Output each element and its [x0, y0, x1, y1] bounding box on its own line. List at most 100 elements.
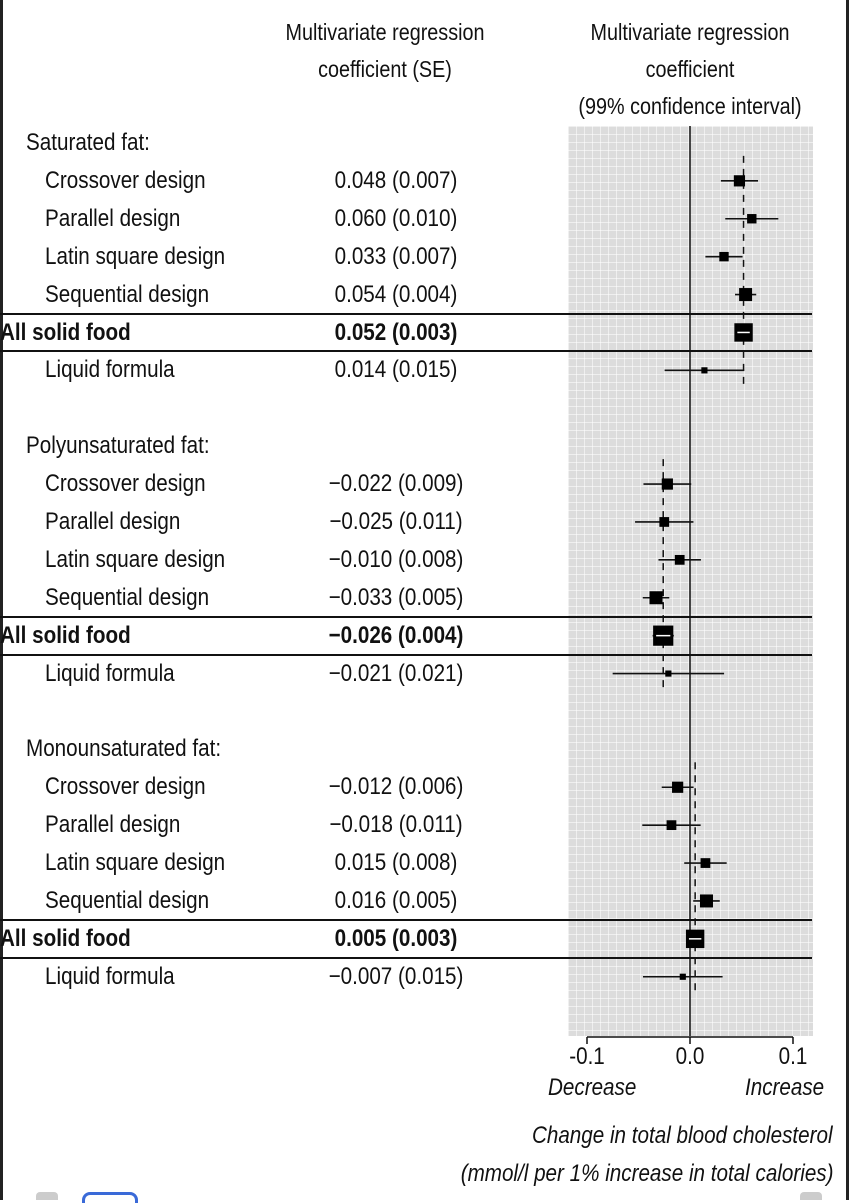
row-label: All solid food — [0, 621, 131, 649]
study-row: Liquid formula −0.007 (0.015) — [0, 958, 849, 996]
viewer-control-left[interactable] — [36, 1192, 58, 1200]
row-label: Latin square design — [45, 242, 226, 270]
window-frame-left — [0, 0, 3, 1200]
row-label: Liquid formula — [45, 659, 175, 687]
coefficient-value: 0.060 (0.010) — [334, 204, 458, 232]
group-title: Polyunsaturated fat: — [26, 432, 210, 460]
study-row: Latin square design 0.015 (0.008) — [0, 844, 849, 882]
x-axis-decrease-label: Decrease — [548, 1074, 637, 1101]
coefficient-value: −0.026 (0.004) — [328, 621, 464, 649]
summary-bottom-rule — [0, 956, 812, 959]
row-label: Sequential design — [45, 887, 210, 914]
group-header-row: Polyunsaturated fat: — [0, 427, 849, 465]
row-label: All solid food — [0, 924, 131, 952]
summary-top-rule — [0, 918, 812, 921]
study-row: Crossover design −0.022 (0.009) — [0, 465, 849, 503]
row-label: Latin square design — [45, 545, 226, 573]
summary-top-rule — [0, 615, 812, 618]
point-estimate-marker — [747, 214, 757, 224]
row-label: Parallel design — [45, 811, 181, 839]
row-label: Parallel design — [45, 204, 181, 232]
row-label: Latin square design — [45, 849, 226, 877]
study-row: Latin square design 0.033 (0.007) — [0, 238, 849, 276]
coefficient-value: 0.014 (0.015) — [334, 356, 458, 384]
x-axis-tick-label: 0.0 — [676, 1043, 705, 1070]
study-row: Parallel design −0.018 (0.011) — [0, 806, 849, 844]
ci-header-line-3: (99% confidence interval) — [578, 93, 802, 119]
summary-row: All solid food −0.026 (0.004) — [0, 617, 849, 655]
coefficient-value: −0.010 (0.008) — [328, 545, 464, 573]
group-header-row: Monounsaturated fat: — [0, 730, 849, 768]
coefficient-value: −0.033 (0.005) — [328, 583, 464, 611]
point-estimate-marker — [733, 175, 746, 187]
coefficient-value: −0.022 (0.009) — [328, 470, 464, 498]
x-axis-title-line-2: (mmol/l per 1% increase in total calorie… — [460, 1160, 833, 1187]
coefficient-value: 0.016 (0.005) — [334, 887, 458, 914]
viewer-page-button[interactable] — [82, 1192, 138, 1203]
row-label: Parallel design — [45, 508, 181, 535]
coefficient-value: 0.033 (0.007) — [334, 242, 458, 270]
coefficient-value: −0.007 (0.015) — [328, 962, 464, 990]
coefficient-header-line-2: coefficient (SE) — [318, 56, 452, 82]
coefficient-column-header: Multivariate regression coefficient (SE) — [269, 14, 501, 88]
coefficient-value: 0.005 (0.003) — [334, 924, 458, 952]
row-label: Liquid formula — [45, 962, 175, 990]
x-axis-tick-label: 0.1 — [779, 1043, 808, 1070]
row-label: Sequential design — [45, 583, 210, 611]
x-axis-increase-label: Increase — [745, 1074, 825, 1101]
summary-row: All solid food 0.052 (0.003) — [0, 314, 849, 352]
point-estimate-marker — [649, 591, 663, 605]
point-estimate-marker — [661, 478, 673, 490]
group-title: Saturated fat: — [26, 129, 150, 156]
point-estimate-marker — [719, 251, 729, 262]
ci-header-line-1: Multivariate regression — [590, 19, 790, 45]
study-row: Crossover design 0.048 (0.007) — [0, 162, 849, 200]
x-axis-title-line-1: Change in total blood cholesterol — [532, 1122, 833, 1149]
point-estimate-marker — [665, 670, 672, 677]
point-estimate-marker — [674, 554, 685, 565]
row-label: Liquid formula — [45, 356, 175, 384]
study-row: Sequential design −0.033 (0.005) — [0, 579, 849, 617]
row-label: Sequential design — [45, 280, 210, 308]
row-label: Crossover design — [45, 166, 206, 194]
coefficient-value: −0.018 (0.011) — [329, 811, 463, 839]
summary-bottom-rule — [0, 653, 812, 656]
row-label: Crossover design — [45, 470, 206, 498]
point-estimate-marker — [659, 517, 670, 527]
summary-top-rule — [0, 312, 812, 315]
ci-header-line-2: coefficient — [645, 56, 735, 82]
group-header-row: Saturated fat: — [0, 124, 849, 162]
group-title: Monounsaturated fat: — [26, 735, 222, 763]
coefficient-value: 0.052 (0.003) — [334, 318, 458, 346]
coefficient-value: −0.021 (0.021) — [328, 659, 464, 687]
coefficient-value: −0.025 (0.011) — [329, 508, 463, 535]
study-row: Sequential design 0.054 (0.004) — [0, 276, 849, 314]
study-row: Latin square design −0.010 (0.008) — [0, 541, 849, 579]
point-estimate-marker — [739, 288, 753, 302]
row-label: All solid food — [0, 318, 131, 346]
coefficient-value: 0.054 (0.004) — [334, 280, 458, 308]
study-row: Parallel design 0.060 (0.010) — [0, 200, 849, 238]
study-row: Crossover design −0.012 (0.006) — [0, 768, 849, 806]
point-estimate-marker — [700, 858, 711, 868]
point-estimate-marker — [699, 894, 713, 908]
row-label: Crossover design — [45, 773, 206, 801]
coefficient-value: 0.015 (0.008) — [334, 849, 458, 877]
summary-row: All solid food 0.005 (0.003) — [0, 920, 849, 958]
coefficient-header-line-1: Multivariate regression — [285, 19, 485, 45]
confidence-interval-column-header: Multivariate regression coefficient (99%… — [565, 14, 814, 125]
point-estimate-marker — [666, 820, 677, 831]
viewer-control-right[interactable] — [800, 1192, 822, 1200]
study-row: Sequential design 0.016 (0.005) — [0, 882, 849, 920]
study-row: Liquid formula 0.014 (0.015) — [0, 351, 849, 389]
study-row: Liquid formula −0.021 (0.021) — [0, 655, 849, 693]
study-row: Parallel design −0.025 (0.011) — [0, 503, 849, 541]
coefficient-value: 0.048 (0.007) — [334, 166, 458, 194]
summary-bottom-rule — [0, 350, 812, 353]
window-frame-right — [846, 0, 849, 1200]
coefficient-value: −0.012 (0.006) — [328, 773, 464, 801]
point-estimate-marker — [672, 781, 684, 793]
point-estimate-marker — [701, 367, 708, 374]
